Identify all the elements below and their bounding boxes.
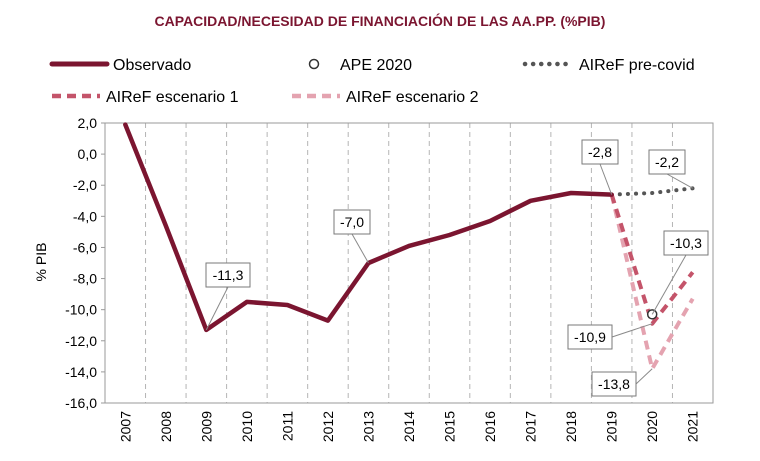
annotation-box (591, 371, 637, 397)
x-tick-label: 2015 (442, 411, 458, 442)
legend-label: AIReF escenario 2 (346, 89, 479, 106)
y-tick-label: -14,0 (65, 364, 97, 380)
y-tick-label: 2,0 (78, 115, 98, 131)
annotation-box (581, 139, 619, 165)
annotation-leader (205, 286, 229, 331)
annotation-box (648, 149, 686, 175)
x-tick-label: 2016 (482, 411, 498, 442)
y-tick-label: -10,0 (65, 302, 97, 318)
x-tick-label: 2018 (563, 411, 579, 442)
series-line-observado (123, 122, 614, 333)
x-tick-label: 2012 (320, 411, 336, 442)
annotation-label: -7,0 (340, 214, 364, 230)
x-tick-label: 2021 (685, 411, 701, 442)
y-ticks: 2,0 0,0 -2,0 -4,0 -6,0 -8,0 -10,0 -12,0 -14,0 -16… (65, 115, 105, 411)
annotation-box (567, 324, 613, 350)
annotation-box (333, 209, 371, 235)
annotation-box (663, 230, 709, 256)
y-tick-label: -8,0 (73, 271, 97, 287)
annotation-box (205, 262, 251, 288)
annotation-leader (611, 323, 653, 338)
legend: Observado APE 2020 AIReF pre-covid AIReF es… (49, 57, 695, 106)
annotations: -11,3 -7,0 -2,8 -2,2 -10,3 -10,9 -13,8 (205, 139, 709, 397)
y-tick-label: 0,0 (78, 146, 98, 162)
legend-label: Observado (113, 57, 191, 74)
x-tick-label: 2007 (117, 411, 133, 442)
annotation-leader (666, 173, 693, 189)
x-tick-label: 2017 (523, 411, 539, 442)
annotation-label: -13,8 (598, 376, 630, 392)
plot-area (104, 122, 714, 404)
x-tick-label: 2019 (604, 411, 620, 442)
x-tick-label: 2013 (360, 411, 376, 442)
annotation-leader (635, 368, 653, 385)
x-tick-label: 2014 (401, 411, 417, 442)
y-tick-label: -4,0 (73, 208, 97, 224)
annotation-leader (599, 163, 613, 195)
chart-title: CAPACIDAD/NECESIDAD DE FINANCIACIÓN DE L… (155, 12, 606, 29)
legend-label: APE 2020 (340, 57, 412, 74)
x-ticks: 2007 2008 2009 2010 2011 2012 2013 2014 2015 2016… (117, 411, 700, 442)
x-tick-label: 2010 (239, 411, 255, 442)
y-tick-label: -12,0 (65, 333, 97, 349)
legend-label: AIReF escenario 1 (106, 89, 239, 106)
y-tick-label: -6,0 (73, 239, 97, 255)
series-line-airef-pre-covid (609, 186, 695, 197)
annotation-label: -2,8 (588, 144, 612, 160)
annotation-label: -10,9 (574, 329, 606, 345)
annotation-leader (351, 233, 369, 264)
y-axis-label: % PIB (33, 243, 49, 282)
annotation-label: -11,3 (213, 267, 244, 283)
annotation-label: -2,2 (655, 154, 679, 170)
x-tick-label: 2008 (158, 411, 174, 442)
y-tick-label: -2,0 (73, 177, 97, 193)
x-tick-label: 2009 (198, 411, 214, 442)
y-tick-label: -16,0 (65, 395, 97, 411)
series-line-airef-escenario-2 (609, 194, 695, 371)
annotation-label: -10,3 (670, 235, 702, 251)
annotation-leader (651, 254, 687, 315)
series-line-airef-escenario-1 (609, 194, 695, 326)
x-tick-label: 2020 (644, 411, 660, 442)
x-tick-label: 2011 (279, 411, 295, 441)
legend-label: AIReF pre-covid (579, 57, 695, 74)
legend-swatch (308, 58, 320, 70)
